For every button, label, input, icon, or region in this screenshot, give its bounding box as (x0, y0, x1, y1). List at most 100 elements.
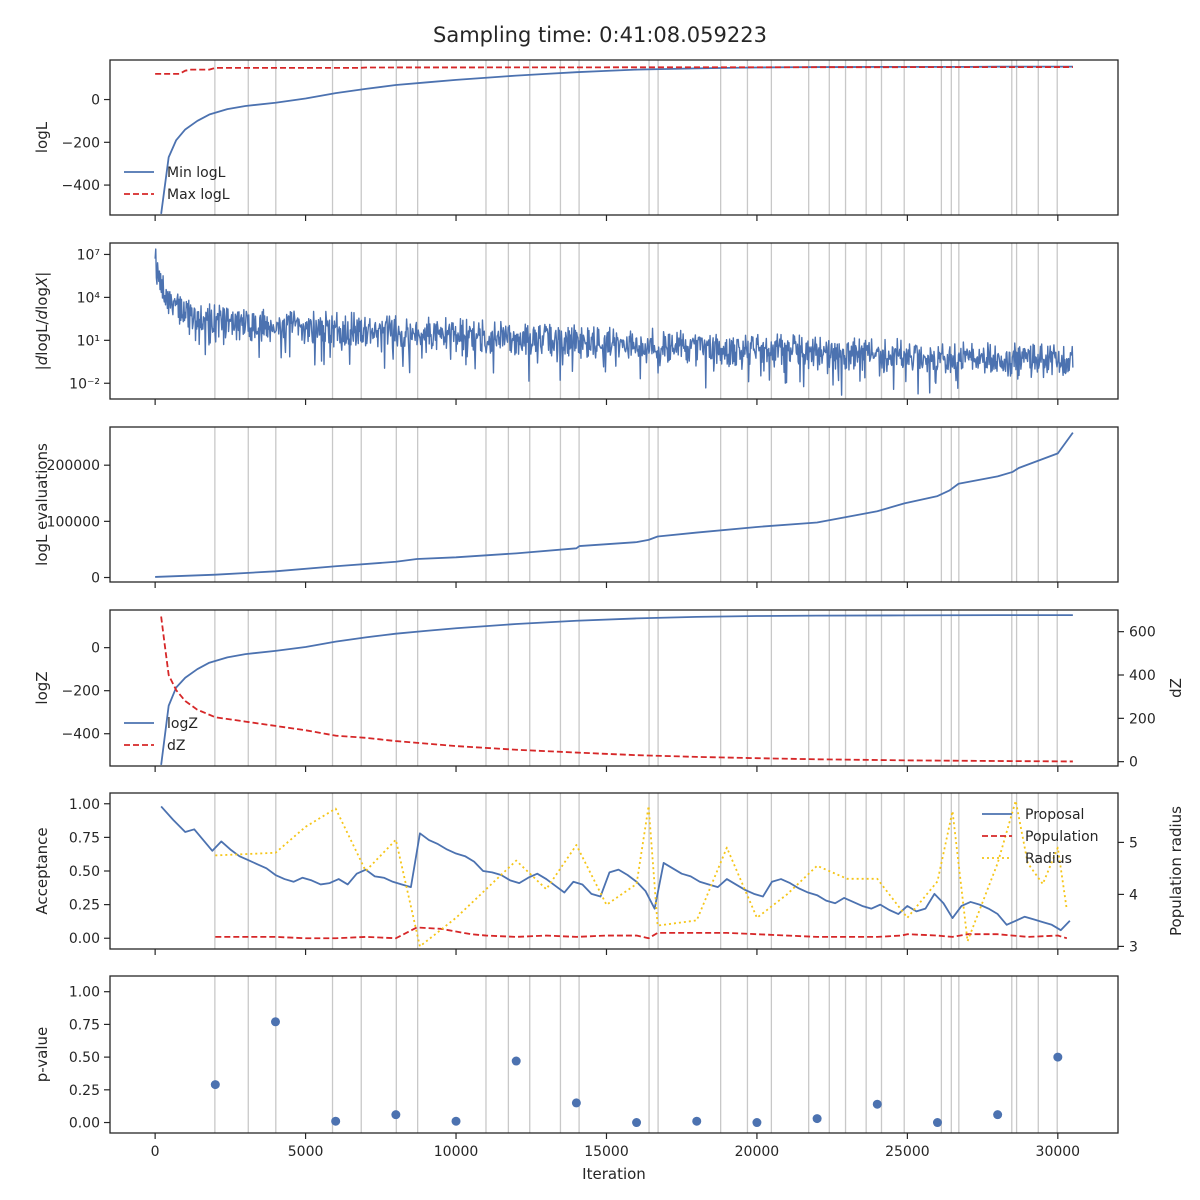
insertion-lines (214, 60, 1058, 215)
y-axis-label-part: d (33, 355, 51, 365)
legend-label: dZ (167, 738, 185, 754)
panels: −400 −200 0 logL Min logL Max logL 10⁻² 10¹ 10⁴ 1… (33, 59, 1185, 1160)
x-tick-label: 25000 (885, 1144, 930, 1160)
series-radius (215, 799, 1068, 948)
point (270, 1017, 280, 1027)
x-tick-label: 15000 (584, 1144, 629, 1160)
y-tick-label: 10⁻² (69, 376, 100, 392)
point (451, 1116, 461, 1126)
y-tick-label: 10⁴ (77, 290, 101, 306)
point (872, 1099, 882, 1109)
legend-label: Max logL (167, 187, 230, 203)
series-proposal (160, 805, 1071, 932)
y-tick-label: 10⁷ (77, 247, 100, 263)
y-right-tick-label: 5 (1129, 835, 1138, 851)
y-tick-label: 0.50 (69, 1050, 100, 1066)
y-tick-label: 1.00 (69, 797, 100, 813)
panel-pvalue: 0 5000 10000 15000 20000 25000 30000 0.00 0.25 0.… (33, 975, 1119, 1160)
series-max-logl (155, 66, 1073, 75)
axes-frame (109, 59, 1119, 216)
point (1053, 1052, 1063, 1062)
point (210, 1080, 220, 1090)
y-tick-label: 0.75 (69, 1017, 100, 1033)
y-tick-label: −400 (62, 727, 100, 743)
y-right-tick-label: 600 (1129, 625, 1156, 641)
y-axis-label-part: log (33, 287, 51, 310)
y-tick-label: 0 (91, 641, 100, 657)
series-logz (160, 614, 1073, 766)
y-tick-label: 10¹ (77, 333, 100, 349)
series-group (155, 65, 1073, 215)
panel-logl: −400 −200 0 logL Min logL Max logL (33, 59, 1119, 221)
point (812, 1114, 822, 1124)
y-axis-label-part: | (33, 272, 51, 277)
point (692, 1116, 702, 1126)
series-dlogl-0 (154, 248, 1074, 396)
y-axis-label-part: logL/ (33, 318, 51, 355)
y-tick-label: 0.75 (69, 830, 100, 846)
insertion-lines (214, 610, 1058, 766)
y-tick-label: 0.00 (69, 1116, 100, 1132)
insertion-lines (214, 976, 1058, 1133)
y-tick-label: −400 (62, 178, 100, 194)
legend: Min logL Max logL (124, 165, 230, 203)
legend-label: Min logL (167, 165, 226, 181)
point (391, 1110, 401, 1120)
x-tick-label: 5000 (288, 1144, 324, 1160)
y-tick-label: 0.25 (69, 898, 100, 914)
series-group (155, 432, 1074, 578)
x-tick-label: 30000 (1036, 1144, 1081, 1160)
y-axis-label: logL evaluations (33, 443, 51, 566)
series-group (154, 248, 1074, 396)
y-axis-label: p-value (33, 1027, 51, 1083)
y-axis-label-part: d (33, 309, 51, 319)
series-evals-0 (155, 432, 1074, 578)
y-tick-label: −200 (62, 684, 100, 700)
x-tick-label: 10000 (434, 1144, 479, 1160)
y-tick-label: 1.00 (69, 985, 100, 1001)
y-tick-label: 0 (91, 571, 100, 587)
x-tick-label: 0 (151, 1144, 160, 1160)
y-tick-label: −200 (62, 135, 100, 151)
insertion-lines (214, 793, 1058, 949)
legend: Proposal Population Radius (982, 807, 1099, 867)
axes-frame (109, 426, 1119, 583)
legend: logZ dZ (124, 716, 198, 754)
point (752, 1118, 762, 1128)
y-tick-label: 200000 (47, 458, 100, 474)
y-axis-label-part: X (33, 276, 51, 288)
x-tick-label: 20000 (735, 1144, 780, 1160)
series-dz (160, 616, 1073, 763)
point (331, 1116, 341, 1126)
series-group (160, 799, 1071, 948)
y-axis-label: logL (33, 121, 51, 153)
point (571, 1098, 581, 1108)
figure-title: Sampling time: 0:41:08.059223 (433, 23, 767, 47)
y-tick-label: 0.25 (69, 1083, 100, 1099)
series-population (215, 926, 1068, 940)
y-right-tick-label: 200 (1129, 711, 1156, 727)
insertion-lines (214, 427, 1058, 582)
axes-frame (109, 609, 1119, 767)
point (632, 1118, 642, 1128)
panel-acceptance: 0.00 0.25 0.50 0.75 1.00 3 4 5 Acceptance Populat… (33, 792, 1185, 955)
y-tick-label: 0.00 (69, 931, 100, 947)
legend-label: Radius (1025, 851, 1072, 867)
point (932, 1118, 942, 1128)
point (993, 1110, 1003, 1120)
y-right-tick-label: 3 (1129, 939, 1138, 955)
y-right-tick-label: 4 (1129, 887, 1138, 903)
y-right-axis-label: Population radius (1167, 806, 1185, 936)
axes-frame (109, 975, 1119, 1134)
axes-frame (109, 242, 1119, 400)
y-tick-label: 0 (91, 93, 100, 109)
panel-logz: −400 −200 0 0 200 400 600 logZ dZ logZ dZ (33, 609, 1185, 772)
y-tick-label: 100000 (47, 514, 100, 530)
y-right-axis-label: dZ (1167, 678, 1185, 698)
legend-label: logZ (167, 716, 198, 732)
series-group (210, 1017, 1063, 1128)
